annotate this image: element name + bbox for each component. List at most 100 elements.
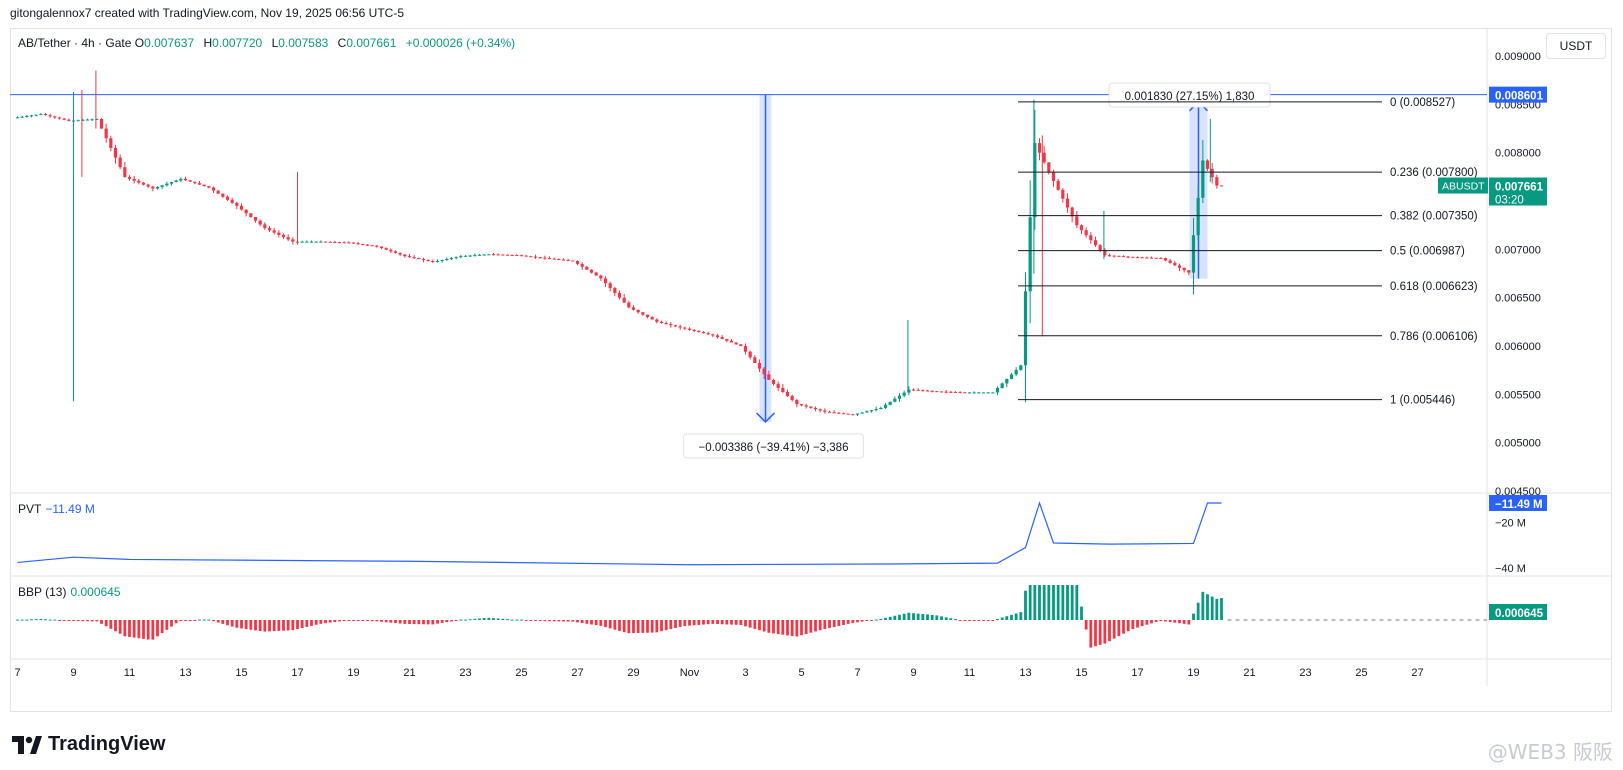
candle-body	[897, 395, 902, 399]
ohlc-legend: AB/Tether · 4h · Gate O0.007637 H0.00772…	[18, 36, 521, 50]
tradingview-logo[interactable]: TradingView	[12, 733, 165, 756]
candle-body	[1121, 256, 1126, 258]
candle-body	[613, 288, 617, 293]
candle-body	[645, 314, 650, 318]
bbp-bar	[118, 620, 122, 634]
bbp-bar	[100, 620, 103, 624]
candle-body	[482, 254, 486, 256]
candle-body	[921, 390, 925, 392]
bbp-bar	[506, 619, 509, 621]
bbp-bar	[352, 620, 355, 621]
legend-low: 0.007583	[278, 36, 329, 50]
candle-body	[127, 176, 132, 179]
measure-down-label-box	[683, 433, 864, 459]
candle-body	[1089, 235, 1093, 241]
bbp-bar	[977, 620, 981, 621]
fib-level-label: 1 (0.005446)	[1390, 395, 1455, 407]
candle-body	[342, 242, 346, 244]
bbp-bar	[982, 620, 985, 621]
candle-body	[519, 255, 524, 257]
x-tick-label: 15	[235, 667, 247, 679]
candle-body	[207, 186, 211, 188]
bbp-bar	[165, 620, 169, 630]
candle-body	[132, 178, 136, 181]
bbp-bar	[1075, 585, 1079, 620]
candle-body	[566, 260, 570, 262]
bbp-bar	[1070, 585, 1074, 620]
symbol-badge-text: ABUSDT	[1442, 181, 1485, 193]
candle-body	[757, 362, 762, 369]
bbp-bar	[786, 620, 789, 636]
bbp-bar	[1089, 620, 1093, 648]
bbp-bar	[296, 620, 299, 630]
bbp-bar	[739, 620, 743, 625]
bbp-bar	[389, 620, 393, 623]
legend-open: 0.007637	[144, 36, 195, 50]
pvt-legend[interactable]: PVT −11.49 M	[18, 502, 95, 516]
bbp-bar	[492, 618, 495, 620]
bbp-bar	[1122, 620, 1125, 634]
bbp-bar	[403, 620, 407, 624]
pvt-badge	[1489, 494, 1547, 511]
bbp-bar	[300, 620, 304, 628]
candle-body	[1140, 257, 1144, 259]
currency-unit-button[interactable]: USDT	[1546, 33, 1606, 59]
candle-body	[1201, 160, 1205, 198]
candle-body	[650, 317, 654, 320]
bbp-bar	[566, 620, 570, 622]
candle-body	[1009, 374, 1014, 379]
candle-body	[435, 261, 440, 262]
candle-body	[57, 117, 62, 119]
bbp-bar	[692, 620, 696, 626]
bbp-bar	[1028, 585, 1032, 620]
candle-body	[753, 357, 757, 363]
bbp-bar	[338, 620, 341, 622]
bbp-bar	[1094, 620, 1097, 647]
bbp-bar	[725, 620, 729, 625]
candle-body	[790, 395, 794, 401]
bbp-bar	[1019, 612, 1023, 620]
bbp-bar	[809, 620, 813, 633]
bbp-bar	[501, 618, 505, 620]
bbp-bar	[370, 620, 374, 622]
tradingview-brand: TradingView	[48, 733, 166, 755]
y-tick-label: 0.006000	[1495, 341, 1541, 353]
bbp-bar	[221, 620, 225, 624]
bbp-bar	[417, 620, 421, 625]
legend-h-label: H	[203, 36, 213, 50]
candle-body	[776, 383, 780, 388]
x-tick-label: Nov	[680, 667, 700, 679]
candle-body	[585, 266, 589, 270]
candle-body	[53, 116, 57, 118]
legend-symbol[interactable]: AB/Tether · 4h · Gate	[18, 36, 132, 50]
candle-body	[762, 368, 766, 375]
candle-body	[771, 379, 776, 384]
bbp-bar	[576, 620, 579, 623]
bbp-legend[interactable]: BBP (13) 0.000645	[18, 585, 121, 599]
candle-body	[655, 319, 659, 322]
bbp-bar	[44, 619, 47, 621]
bbp-bar	[888, 616, 892, 620]
bbp-bar	[216, 620, 220, 623]
candle-body	[291, 239, 295, 242]
bbp-bar	[627, 620, 631, 634]
bbp-bar	[408, 620, 411, 624]
candle-body	[580, 263, 584, 267]
candle-body	[109, 138, 113, 148]
bbp-bar	[128, 620, 131, 637]
candle-body	[323, 241, 328, 243]
candle-body	[664, 323, 668, 325]
x-tick-label: 7	[14, 667, 20, 679]
x-tick-label: 11	[124, 667, 135, 679]
bbp-bar	[1033, 585, 1037, 620]
measure-up-label: 0.001830 (27.15%) 1,830	[1125, 91, 1255, 103]
candle-body	[1215, 177, 1219, 186]
bbp-bar	[361, 620, 365, 621]
bbp-bar	[557, 620, 561, 622]
bbp-bar	[445, 620, 449, 623]
bbp-bar	[384, 620, 388, 623]
bbp-bar	[25, 619, 29, 621]
candle-body	[1098, 245, 1102, 251]
candle-body	[407, 256, 412, 258]
